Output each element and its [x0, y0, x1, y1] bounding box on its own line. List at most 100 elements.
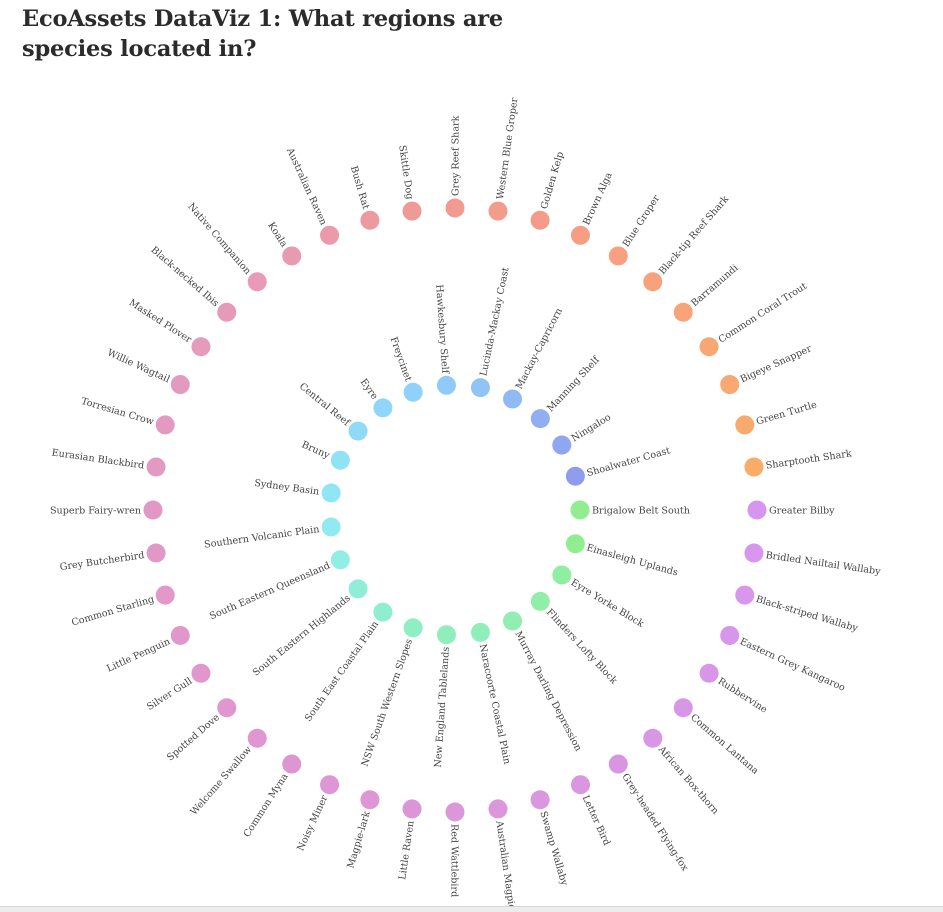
region-label-south-eastern-queensland: South Eastern Queensland — [208, 560, 332, 622]
region-node-naracoorte-coastal-plain — [470, 622, 490, 642]
species-node-black-necked-ibis — [217, 302, 237, 322]
species-node-torresian-crow — [155, 415, 175, 435]
region-label-flinders-lofty-block: Flinders Lofty Block — [544, 607, 619, 687]
region-node-south-eastern-queensland — [330, 550, 350, 570]
region-label-manning-shelf: Manning Shelf — [545, 353, 603, 414]
region-label-mackay-capricorn: Mackay-Capricorn — [514, 306, 565, 391]
species-node-grey-reef-shark — [445, 198, 465, 218]
species-node-barramundi — [673, 302, 693, 322]
species-node-grey-butcherbird — [146, 543, 166, 563]
species-label-torresian-crow: Torresian Crow — [80, 396, 156, 428]
species-node-common-starling — [155, 585, 175, 605]
region-label-einasleigh-uplands: Einasleigh Uplands — [585, 542, 679, 578]
species-node-golden-kelp — [530, 210, 550, 230]
region-label-hawkesbury-shelf: Hawkesbury Shelf — [433, 284, 450, 375]
species-node-bush-rat — [360, 210, 380, 230]
species-node-rubbervine — [699, 663, 719, 683]
species-label-swamp-wallaby: Swamp Wallaby — [537, 810, 569, 887]
species-node-masked-plover — [191, 337, 211, 357]
region-node-south-eastern-highlands — [348, 579, 368, 599]
species-label-black-tip-reef-shark: Black-tip Reef Shark — [657, 194, 731, 277]
species-node-sharptooth-shark — [744, 457, 764, 477]
species-label-little-penguin: Little Penguin — [105, 636, 172, 674]
species-label-skittle-dog: Skittle Dog — [396, 145, 415, 201]
species-node-eastern-grey-kangaroo — [720, 625, 740, 645]
species-node-magpie-lark — [360, 790, 380, 810]
species-node-little-raven — [402, 799, 422, 819]
species-label-red-wattlebird: Red Wattlebird — [449, 824, 460, 897]
species-label-welcome-swallow: Welcome Swallow — [189, 744, 255, 818]
species-node-red-wattlebird — [445, 802, 465, 822]
region-label-south-eastern-highlands: South Eastern Highlands — [251, 593, 353, 679]
species-node-australian-raven — [320, 225, 340, 245]
species-label-bigeye-snapper: Bigeye Snapper — [739, 343, 814, 385]
region-label-freycinet: Freycinet — [388, 336, 414, 384]
species-node-common-lantana — [673, 698, 693, 718]
region-node-lucinda-mackay-coast — [470, 378, 490, 398]
species-node-green-turtle — [735, 415, 755, 435]
species-label-african-box-thorn: African Box-thorn — [655, 744, 720, 817]
species-label-masked-plover: Masked Plover — [127, 297, 194, 345]
species-label-native-companion: Native Companion — [185, 201, 253, 277]
region-node-brigalow-belt-south — [570, 500, 590, 520]
species-node-grey-headed-flying-fox — [608, 754, 628, 774]
species-label-koala: Koala — [265, 220, 289, 249]
region-label-naracoorte-coastal-plain: Naracoorte Coastal Plain — [477, 643, 513, 765]
region-node-freycinet — [403, 382, 423, 402]
species-label-greater-bilby: Greater Bilby — [769, 505, 835, 516]
species-label-eurasian-blackbird: Eurasian Blackbird — [51, 447, 145, 471]
region-label-central-reef: Central Reef — [297, 381, 353, 429]
region-node-einasleigh-uplands — [565, 534, 585, 554]
species-node-skittle-dog — [402, 201, 422, 221]
region-node-shoalwater-coast — [565, 466, 585, 486]
species-node-native-companion — [247, 272, 267, 292]
region-node-mackay-capricorn — [503, 389, 523, 409]
region-node-bruny — [330, 450, 350, 470]
species-label-bridled-nailtail-wallaby: Bridled Nailtail Wallaby — [765, 550, 882, 577]
species-label-golden-kelp: Golden Kelp — [539, 150, 566, 210]
region-label-lucinda-mackay-coast: Lucinda-Mackay Coast — [478, 266, 511, 377]
regions-ring: Brigalow Belt South Einasleigh UplandsEyr… — [204, 266, 690, 768]
region-label-ningaloo: Ningaloo — [570, 412, 614, 444]
region-label-bruny: Bruny — [300, 439, 332, 461]
species-node-koala — [282, 246, 302, 266]
region-label-southern-volcanic-plain: Southern Volcanic Plain — [204, 524, 321, 551]
species-node-willie-wagtail — [170, 375, 190, 395]
species-node-swamp-wallaby — [530, 790, 550, 810]
species-ring: Greater Bilby Bridled Nailtail Wallaby Bla… — [50, 97, 882, 911]
species-node-blue-groper — [608, 246, 628, 266]
region-label-eyre-yorke-block: Eyre Yorke Block — [569, 577, 646, 630]
region-label-brigalow-belt-south: Brigalow Belt South — [592, 505, 690, 516]
species-label-willie-wagtail: Willie Wagtail — [106, 347, 172, 385]
region-node-south-east-coastal-plain — [373, 602, 393, 622]
region-node-eyre-yorke-block — [552, 565, 572, 585]
species-node-silver-gull — [191, 663, 211, 683]
region-node-nsw-south-western-slopes — [403, 618, 423, 638]
species-node-bigeye-snapper — [720, 375, 740, 395]
species-label-black-necked-ibis: Black-necked Ibis — [149, 245, 221, 310]
region-label-sydney-basin: Sydney Basin — [254, 478, 320, 498]
species-label-superb-fairy-wren: Superb Fairy-wren — [50, 505, 141, 516]
region-node-southern-volcanic-plain — [321, 517, 341, 537]
species-node-australian-magpie — [488, 799, 508, 819]
species-node-bridled-nailtail-wallaby — [744, 543, 764, 563]
species-label-spotted-dove: Spotted Dove — [165, 712, 222, 764]
species-label-australian-magpie: Australian Magpie — [493, 819, 517, 911]
species-label-western-blue-groper: Western Blue Groper — [495, 97, 521, 200]
species-label-blue-groper: Blue Groper — [621, 193, 663, 249]
region-node-ningaloo — [552, 435, 572, 455]
species-label-common-myna: Common Myna — [242, 771, 291, 839]
species-node-noisy-miner — [320, 775, 340, 795]
species-label-green-turtle: Green Turtle — [755, 399, 818, 427]
page-title: EcoAssets DataViz 1: What regions are sp… — [22, 6, 504, 62]
region-label-nsw-south-western-slopes: NSW South Western Slopes — [360, 637, 415, 768]
region-label-murray-darling-depression: Murray Darling Depression — [512, 630, 583, 754]
species-label-noisy-miner: Noisy Miner — [295, 793, 330, 852]
region-label-new-england-tablelands: New England Tablelands — [433, 646, 452, 768]
region-node-eyre — [373, 398, 393, 418]
species-node-black-tip-reef-shark — [643, 272, 663, 292]
species-node-brown-alga — [570, 225, 590, 245]
region-label-shoalwater-coast: Shoalwater Coast — [586, 445, 672, 479]
species-node-common-coral-trout — [699, 337, 719, 357]
